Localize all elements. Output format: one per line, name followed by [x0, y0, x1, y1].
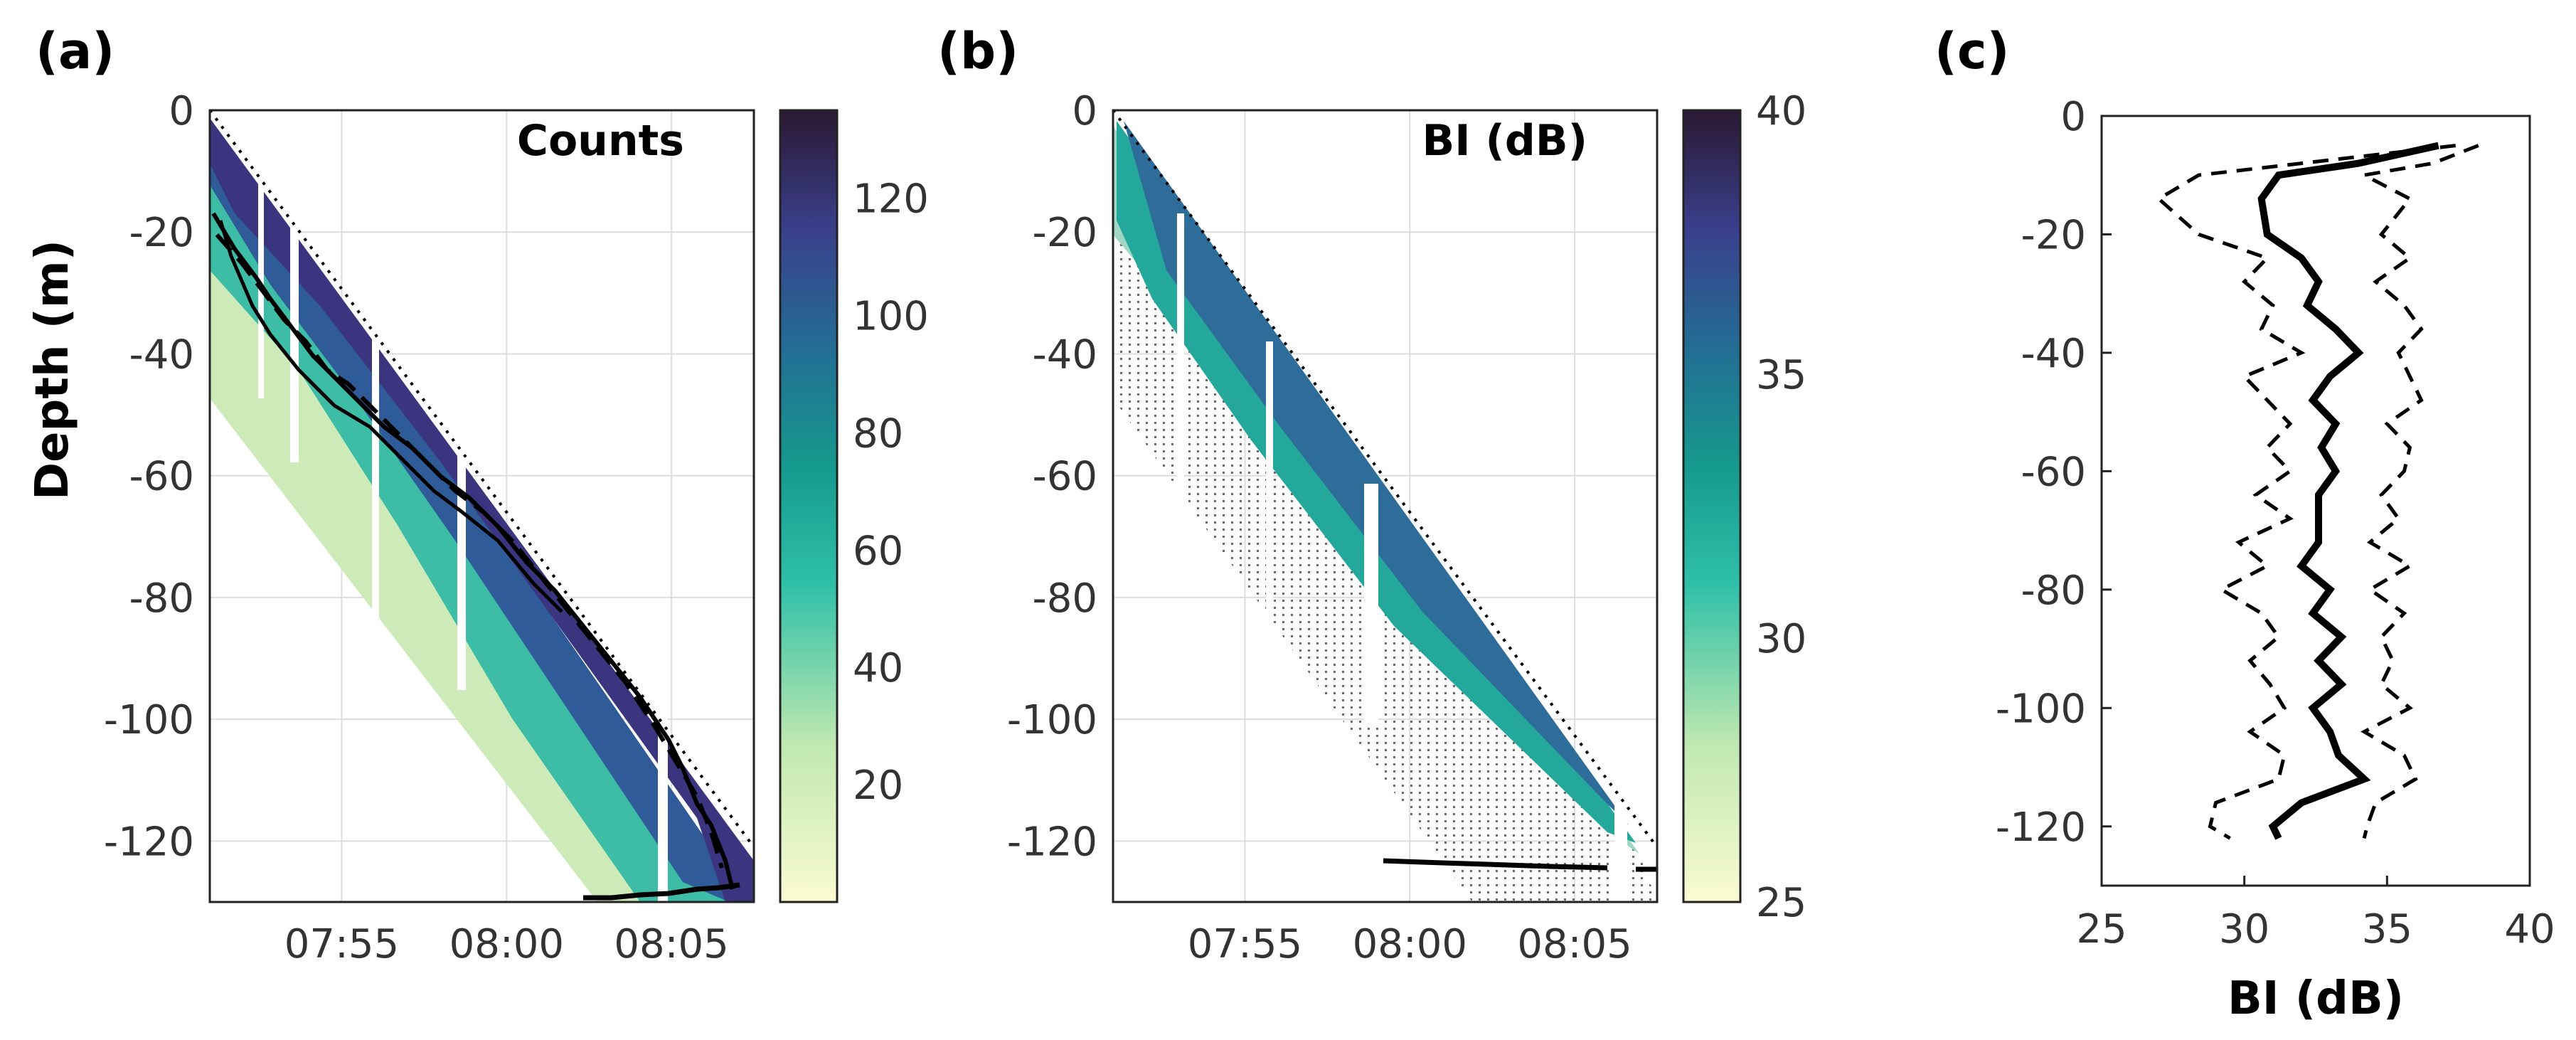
y-tick-label: -60: [129, 454, 194, 500]
x-tick-label: 35: [2362, 906, 2412, 953]
panel-a-x-ticks: 07:55 08:00 08:05: [284, 921, 729, 967]
panel-b-x-ticks: 07:55 08:00 08:05: [1188, 921, 1632, 967]
panel-a-label: (a): [36, 22, 115, 80]
panel-a-axes-box: [208, 109, 755, 903]
y-tick-label: 0: [2060, 94, 2086, 140]
y-tick-label: -40: [1033, 331, 1097, 378]
colorbar-tick-label: 20: [853, 763, 903, 809]
y-axis-title: Depth (m): [26, 240, 79, 500]
x-tick-label: 07:55: [1188, 921, 1302, 967]
panel-c-x-ticks: 25 30 35 40: [2076, 876, 2555, 953]
y-tick-label: -60: [2021, 449, 2086, 495]
mean-profile-line: [2257, 142, 2439, 840]
colorbar-tick-label: 30: [1756, 616, 1806, 662]
panel-c: (c) 0 -20 -40 -60 -80 -100 -120 25 30 35 40 BI (d…: [1934, 22, 2555, 1025]
y-tick-label: -60: [1033, 454, 1097, 500]
panel-a-heatmap: [210, 118, 754, 902]
x-tick-label: 08:05: [1517, 921, 1632, 967]
panel-a-inset-label: Counts: [517, 116, 684, 166]
panel-b-inset-label: BI (dB): [1422, 116, 1587, 166]
x-tick-label: 25: [2076, 906, 2127, 953]
y-tick-label: 0: [1072, 88, 1097, 134]
panel-b: (b) 0 -20 -40 -60 -80 -100 -120 07:55 08:00 08:0…: [937, 22, 1806, 967]
panel-c-profiles: [2156, 142, 2479, 840]
colorbar-tick-label: 35: [1756, 352, 1806, 398]
x-tick-label: 30: [2219, 906, 2269, 953]
panel-b-colorbar-frame: [1682, 109, 1742, 903]
panel-a-y-ticks: 0 -20 -40 -60 -80 -100 -120: [104, 88, 194, 865]
y-tick-label: -20: [2021, 212, 2086, 258]
spread-profile-line-2: [2358, 144, 2479, 839]
colorbar-tick-label: 40: [1756, 88, 1806, 134]
colorbar-tick-label: 25: [1756, 880, 1806, 926]
panel-b-gaps: [1177, 213, 1627, 902]
panel-a: (a) Depth (m) 0 -20 -40 -60 -80 -100 -120 07:5…: [26, 22, 929, 967]
panel-b-y-ticks: 0 -20 -40 -60 -80 -100 -120: [1007, 88, 1097, 865]
panel-b-bottom-line: [1383, 858, 1608, 871]
colorbar-tick-label: 60: [853, 528, 903, 574]
y-tick-label: -120: [1007, 819, 1097, 865]
x-tick-label: 08:00: [449, 921, 564, 967]
panel-b-colorbar: [1683, 110, 1740, 902]
panel-a-bottom-line: [583, 882, 740, 901]
panel-c-x-axis-title: BI (dB): [2228, 972, 2404, 1025]
y-tick-label: -20: [1033, 210, 1097, 256]
y-tick-label: -80: [129, 575, 194, 622]
colorbar-tick-label: 40: [853, 645, 903, 691]
y-tick-label: 0: [169, 88, 194, 134]
panel-a-colorbar: [780, 110, 837, 902]
y-tick-label: -100: [104, 697, 194, 743]
y-tick-label: -40: [2021, 331, 2086, 377]
y-tick-label: -100: [1007, 697, 1097, 743]
panel-a-colorbar-ticks: 20 40 60 80 100 120: [853, 176, 929, 809]
y-tick-label: -120: [1996, 805, 2086, 851]
x-tick-label: 07:55: [284, 921, 399, 967]
panel-c-axes-box: [2100, 115, 2531, 887]
y-tick-label: -40: [129, 331, 194, 378]
x-tick-label: 08:00: [1353, 921, 1467, 967]
colorbar-tick-label: 100: [853, 294, 929, 340]
y-tick-label: -100: [1996, 686, 2086, 732]
x-tick-label: 08:05: [614, 921, 728, 967]
panel-b-heatmap: [1113, 121, 1657, 902]
panel-a-colorbar-frame: [779, 109, 839, 903]
y-tick-label: -120: [104, 819, 194, 865]
panel-c-y-ticks: 0 -20 -40 -60 -80 -100 -120: [1996, 94, 2112, 851]
spread-profile-line-1: [2156, 144, 2456, 840]
y-tick-label: -20: [129, 210, 194, 256]
panel-b-colorbar-ticks: 25 30 35 40: [1756, 88, 1806, 926]
panel-c-label: (c): [1934, 22, 2009, 80]
x-tick-label: 40: [2504, 906, 2555, 953]
panel-b-axes-box: [1112, 109, 1659, 903]
colorbar-tick-label: 120: [853, 176, 929, 223]
y-tick-label: -80: [1033, 575, 1097, 622]
colorbar-tick-label: 80: [853, 410, 903, 457]
panel-b-label: (b): [937, 22, 1018, 80]
panel-a-contour-3: [218, 220, 563, 613]
y-tick-label: -80: [2021, 568, 2086, 614]
